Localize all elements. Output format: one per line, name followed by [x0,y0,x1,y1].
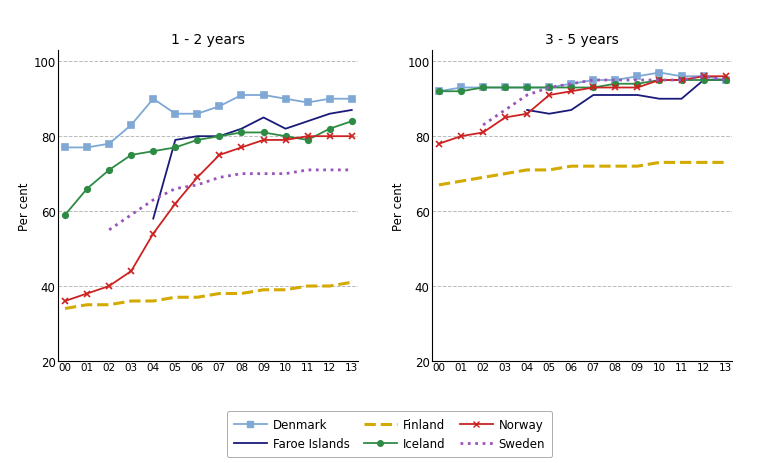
Y-axis label: Per cent: Per cent [392,182,404,230]
Y-axis label: Per cent: Per cent [18,182,30,230]
Legend: Denmark, Faroe Islands, Finland, Iceland, Norway, Sweden: Denmark, Faroe Islands, Finland, Iceland… [227,411,552,457]
Title: 3 - 5 years: 3 - 5 years [545,33,619,47]
Title: 1 - 2 years: 1 - 2 years [171,33,245,47]
